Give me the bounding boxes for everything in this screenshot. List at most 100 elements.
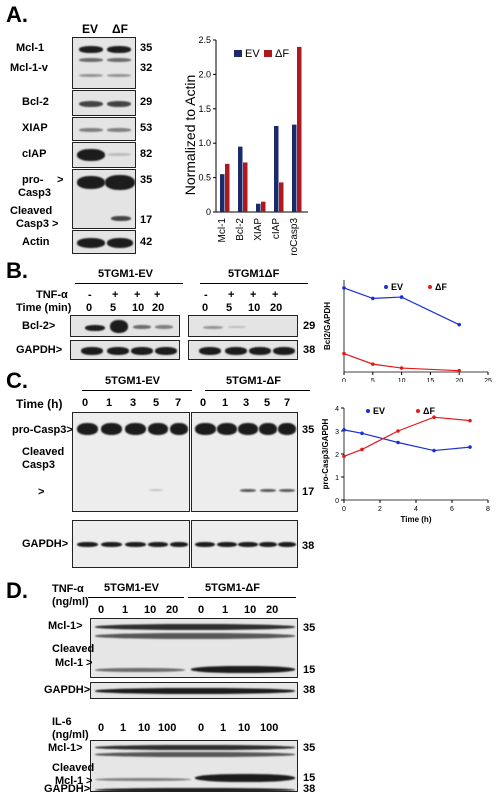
legend-EV: EV <box>391 282 403 292</box>
c-time-df-4: 7 <box>284 397 291 409</box>
panel-a-label: A. <box>6 2 28 27</box>
mw-42: 42 <box>140 236 153 248</box>
bar-Bcl-2-ΔF <box>243 162 248 212</box>
panel-c-label: C. <box>6 368 28 393</box>
row-procasp3: pro- <box>22 174 44 186</box>
mw-29b: 29 <box>303 320 316 332</box>
xtick: 25 <box>484 378 492 382</box>
gapdh-label-d1: GAPDH> <box>44 684 91 696</box>
cleaved-arrow-d2: > <box>86 775 93 787</box>
legend-ΔF: ΔF <box>435 282 447 292</box>
d-il-df-0: 0 <box>198 722 205 734</box>
point-EV <box>371 296 375 301</box>
mw-38b: 38 <box>303 344 316 356</box>
blot-casp3 <box>72 169 136 229</box>
mw-29a: 29 <box>140 96 153 108</box>
bar-ytick: 0 <box>206 207 211 217</box>
b-time-ev-0: 0 <box>86 302 93 314</box>
b-time-df-0: 0 <box>202 302 209 314</box>
legend-ev-swatch <box>234 50 242 57</box>
cleaved-label-d2b: Mcl-1 <box>55 775 84 787</box>
mw-53: 53 <box>140 122 153 134</box>
point-ΔF <box>342 454 346 459</box>
xtick: 2 <box>378 506 382 513</box>
series-line-ΔF <box>343 353 460 372</box>
bar-cIAP-ΔF <box>279 182 284 212</box>
blot-mcl1 <box>72 37 136 89</box>
row-cleaved: Cleaved <box>10 205 53 217</box>
procasp-label-c: pro-Casp3> <box>12 424 73 436</box>
bar-ytick: 1.5 <box>198 104 211 114</box>
ytick: 2 <box>335 452 339 459</box>
b-sign-ev-1: + <box>112 289 119 301</box>
gapdh-label-c: GAPDH> <box>22 538 69 550</box>
mw-38d2: 38 <box>303 783 316 795</box>
il6-unit-d: (ng/ml) <box>52 729 89 741</box>
d-tnf-ev-1: 1 <box>122 604 129 616</box>
cleaved-label-d1: Cleaved <box>52 643 95 655</box>
row-actin: Actin <box>22 236 50 248</box>
point-EV <box>399 295 404 299</box>
tnf-label-b: TNF-α <box>36 289 68 301</box>
time-label-c: Time (h) <box>16 397 63 411</box>
point-ΔF <box>457 368 461 373</box>
bar-Mcl-1-ΔF <box>225 163 230 212</box>
series-line-EV <box>343 287 460 326</box>
xtick: 15 <box>427 378 435 382</box>
b-time-df-2: 10 <box>248 302 261 314</box>
row-procasp3-2: Casp3 <box>18 187 52 199</box>
row-bcl2: Bcl-2 <box>22 96 49 108</box>
point-ΔF <box>432 415 436 419</box>
cleaved-label-c: Cleaved <box>22 446 65 458</box>
d-il-df-3: 100 <box>260 722 279 734</box>
blot-d-il6 <box>90 740 298 792</box>
point-ΔF <box>360 447 364 452</box>
bar-proCasp3-ΔF <box>297 46 302 212</box>
b-time-df-1: 5 <box>226 302 233 314</box>
blot-bcl2 <box>72 90 136 116</box>
d-il-ev-0: 0 <box>98 722 105 734</box>
mw-82: 82 <box>140 148 153 160</box>
legend-df-swatch <box>264 50 272 57</box>
legend-ev: EV <box>245 48 260 60</box>
row-ciap: cIAP <box>22 148 47 160</box>
tnf-unit-d: (ng/ml) <box>52 596 89 608</box>
b-sign-df-2: + <box>250 289 257 301</box>
b-time-ev-2: 10 <box>132 302 145 314</box>
c-time-ev-0: 0 <box>82 397 89 409</box>
mw-35c: 35 <box>302 424 315 436</box>
blot-b-bcl2-ev <box>70 315 180 337</box>
blot-ciap <box>72 142 136 168</box>
group-c-df: 5TGM1-ΔF <box>226 375 281 387</box>
point-ΔF <box>371 362 375 366</box>
bar-Bcl-2-EV <box>238 146 243 212</box>
xtick: 10 <box>398 378 406 382</box>
d-il-df-2: 10 <box>238 722 251 734</box>
point-EV <box>342 286 346 290</box>
ytick: 1 <box>335 475 339 482</box>
bar-category: cIAP <box>271 218 282 239</box>
b-sign-ev-3: + <box>154 289 161 301</box>
c-time-df-1: 1 <box>222 397 229 409</box>
row-mcl1: Mcl-1 <box>16 42 45 54</box>
gapdh-label-d2: GAPDH> <box>44 783 91 795</box>
xtick: 8 <box>486 506 490 513</box>
xtick: 0 <box>342 378 346 382</box>
xtick: 0 <box>342 506 346 513</box>
blot-d-tnf-gapdh <box>90 682 298 699</box>
mw-35d1: 35 <box>303 622 316 634</box>
mw-17c: 17 <box>302 486 315 498</box>
lane-df: ΔF <box>112 22 128 36</box>
group-c-ev: 5TGM1-EV <box>105 375 161 387</box>
mw-15d1: 15 <box>303 664 316 676</box>
xtick: 4 <box>414 506 418 513</box>
line-ylabel: Bcl2/GAPDH <box>323 302 332 350</box>
b-sign-ev-0: - <box>88 289 92 301</box>
d-tnf-df-0: 0 <box>198 604 205 616</box>
b-sign-df-1: + <box>228 289 235 301</box>
c-time-ev-3: 5 <box>153 397 160 409</box>
bar-cIAP-EV <box>274 126 279 212</box>
group-b-ev: 5TGM1-EV <box>98 268 154 280</box>
cleaved-label-d2: Cleaved <box>52 762 95 774</box>
bar-chart: 0 0.5 1.0 1.5 2.0 2.5 Mcl-1 Bcl-2 XIAP cIAP proCa… <box>198 35 308 255</box>
